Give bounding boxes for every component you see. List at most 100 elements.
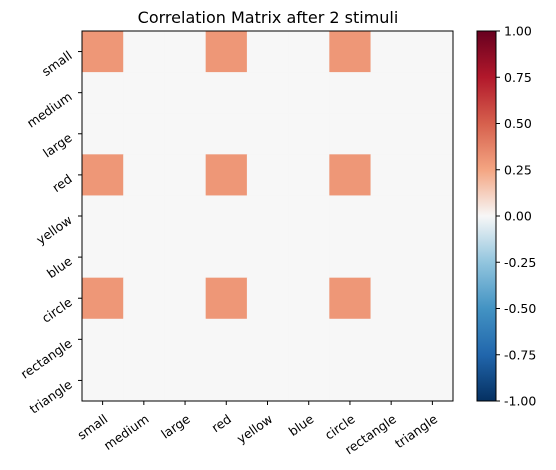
heatmap-cell: [123, 154, 165, 196]
heatmap-cell: [411, 277, 454, 320]
heatmap-cell: [329, 359, 372, 402]
y-tick-label: yellow: [33, 212, 74, 247]
x-tick-label: medium: [101, 411, 152, 453]
heatmap-cell: [329, 318, 372, 361]
heatmap-cell: [164, 277, 207, 320]
heatmap-cell: [246, 154, 289, 196]
heatmap-cell: [123, 236, 165, 279]
heatmap-cell: [329, 277, 372, 320]
heatmap-cell: [288, 31, 330, 73]
x-tick-label: blue: [286, 411, 317, 439]
heatmap-cell: [82, 236, 124, 279]
colorbar-tick-label: 0.25: [504, 162, 532, 177]
heatmap-cell: [411, 113, 454, 155]
heatmap-cell: [288, 359, 330, 402]
colorbar-tick-label: 0.00: [504, 209, 532, 224]
heatmap-cell: [370, 113, 413, 155]
y-tick-label: rectangle: [18, 335, 75, 381]
heatmap-cell: [370, 359, 413, 402]
heatmap-cell: [164, 31, 207, 73]
heatmap-cell: [329, 236, 372, 279]
heatmap-cell: [123, 72, 165, 114]
heatmap-cell: [123, 277, 165, 320]
heatmap-cell: [205, 236, 248, 279]
x-tick-label: red: [209, 411, 234, 435]
heatmap-cell: [370, 31, 413, 73]
colorbar-tick-label: 0.50: [504, 116, 532, 131]
heatmap-cell: [246, 359, 289, 402]
heatmap-cell: [246, 31, 289, 73]
heatmap-cell: [288, 318, 330, 361]
heatmap-cell: [205, 154, 248, 196]
y-tick-label: red: [49, 171, 74, 195]
heatmap-cell: [164, 72, 207, 114]
heatmap-cell: [370, 72, 413, 114]
heatmap-cell: [205, 72, 248, 114]
heatmap-cell: [82, 318, 124, 361]
heatmap-cell: [205, 31, 248, 73]
colorbar-tick-label: -1.00: [504, 394, 536, 409]
heatmap-cell: [370, 195, 413, 238]
heatmap-cell: [246, 113, 289, 155]
heatmap-cell: [411, 195, 454, 238]
heatmap-cell: [82, 154, 124, 196]
heatmap-cell: [246, 72, 289, 114]
heatmap-cell: [82, 113, 124, 155]
heatmap-cell: [82, 277, 124, 320]
colorbar-tick-label: 1.00: [504, 24, 532, 39]
heatmap-cell: [288, 154, 330, 196]
heatmap-cell: [288, 236, 330, 279]
heatmap-cell: [246, 236, 289, 279]
heatmap-cell: [370, 236, 413, 279]
heatmap-cell: [288, 113, 330, 155]
heatmap-cell: [411, 236, 454, 279]
heatmap-cell: [411, 359, 454, 402]
colorbar-tick-label: -0.75: [504, 347, 536, 362]
heatmap-cell: [82, 31, 124, 73]
y-tick-label: large: [40, 130, 75, 161]
heatmap-cell: [411, 154, 454, 196]
y-tick-label: blue: [44, 253, 75, 281]
x-tick-label: triangle: [392, 411, 440, 451]
y-tick-label: triangle: [27, 376, 75, 416]
heatmap-cell: [164, 236, 207, 279]
heatmap-cell: [246, 195, 289, 238]
x-tick-label: large: [158, 411, 193, 442]
heatmap-cell: [246, 277, 289, 320]
heatmap-cell: [370, 318, 413, 361]
heatmap-cell: [123, 359, 165, 402]
y-tick-label: small: [39, 48, 75, 79]
heatmap-cell: [164, 359, 207, 402]
heatmap-cell: [411, 72, 454, 114]
colorbar: [476, 30, 497, 402]
heatmap-cell: [164, 195, 207, 238]
heatmap-cell: [246, 318, 289, 361]
heatmap-cell: [82, 359, 124, 402]
heatmap-cells: [82, 31, 454, 402]
heatmap-cell: [205, 195, 248, 238]
x-tick-label: yellow: [234, 411, 275, 446]
heatmap-cell: [288, 72, 330, 114]
heatmap-cell: [123, 113, 165, 155]
heatmap-cell: [288, 277, 330, 320]
heatmap-cell: [123, 31, 165, 73]
heatmap-cell: [164, 154, 207, 196]
heatmap-cell: [370, 154, 413, 196]
colorbar-tick-label: -0.50: [504, 301, 536, 316]
heatmap-cell: [164, 318, 207, 361]
heatmap-cell: [329, 72, 372, 114]
heatmap-cell: [205, 359, 248, 402]
heatmap-cell: [164, 113, 207, 155]
heatmap-cell: [205, 318, 248, 361]
colorbar-tick-label: 0.75: [504, 70, 532, 85]
y-tick-label: circle: [39, 294, 75, 326]
colorbar-ticks: -1.00 -0.75 -0.50 -0.25 0.00 0.25 0.50 0.75 1.00: [496, 24, 536, 409]
y-tick-label: medium: [24, 89, 75, 131]
heatmap-cell: [288, 195, 330, 238]
colorbar-tick-label: -0.25: [504, 255, 536, 270]
heatmap-cell: [82, 72, 124, 114]
heatmap-cell: [411, 318, 454, 361]
